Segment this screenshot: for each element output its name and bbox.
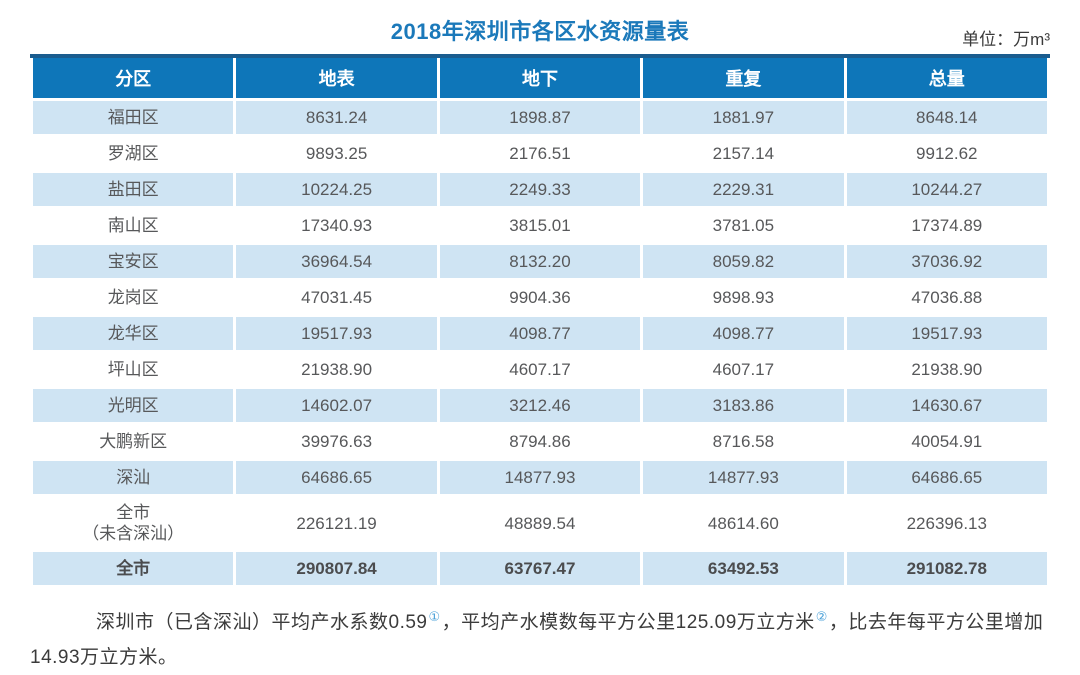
district-cell: 龙岗区 xyxy=(29,278,237,317)
district-cell: 龙华区 xyxy=(29,314,237,353)
value-cell: 9898.93 xyxy=(640,278,847,317)
value-cell: 9904.36 xyxy=(436,278,644,317)
value-cell: 17374.89 xyxy=(843,206,1051,245)
column-header-underground: 地下 xyxy=(436,54,644,101)
column-header-surface: 地表 xyxy=(233,54,440,101)
value-cell: 63492.53 xyxy=(640,549,847,588)
table-row: 深汕 64686.65 14877.93 14877.93 64686.65 xyxy=(29,458,1051,497)
district-cell: 深汕 xyxy=(29,458,237,497)
district-cell: 坪山区 xyxy=(29,350,237,389)
value-cell: 39976.63 xyxy=(233,422,440,461)
value-cell: 17340.93 xyxy=(233,206,440,245)
value-cell: 64686.65 xyxy=(843,458,1051,497)
footnote-marker-2: ② xyxy=(815,608,828,624)
footnote-part2: ，平均产水模数每平方公里125.09万立方米 xyxy=(441,612,815,633)
value-cell: 10224.25 xyxy=(233,170,440,209)
value-cell: 64686.65 xyxy=(233,458,440,497)
value-cell: 21938.90 xyxy=(233,350,440,389)
page-title: 2018年深圳市各区水资源量表 xyxy=(390,19,690,44)
table-row: 龙岗区 47031.45 9904.36 9898.93 47036.88 xyxy=(29,278,1051,317)
title-bar: 2018年深圳市各区水资源量表 单位：万m³ xyxy=(30,0,1050,54)
value-cell: 8059.82 xyxy=(640,242,847,281)
value-cell: 3212.46 xyxy=(436,386,644,425)
value-cell: 9912.62 xyxy=(843,134,1051,173)
table-row: 福田区 8631.24 1898.87 1881.97 8648.14 xyxy=(29,98,1051,137)
column-header-total: 总量 xyxy=(843,54,1051,101)
value-cell: 10244.27 xyxy=(843,170,1051,209)
table-row: 罗湖区 9893.25 2176.51 2157.14 9912.62 xyxy=(29,134,1051,173)
value-cell: 37036.92 xyxy=(843,242,1051,281)
value-cell: 14877.93 xyxy=(640,458,847,497)
footnote: 深圳市（已含深汕）平均产水系数0.59①，平均产水模数每平方公里125.09万立… xyxy=(30,605,1050,675)
value-cell: 48889.54 xyxy=(436,494,644,552)
district-cell: 宝安区 xyxy=(29,242,237,281)
value-cell: 2157.14 xyxy=(640,134,847,173)
district-cell: 南山区 xyxy=(29,206,237,245)
table-row: 宝安区 36964.54 8132.20 8059.82 37036.92 xyxy=(29,242,1051,281)
value-cell: 14602.07 xyxy=(233,386,440,425)
value-cell: 2176.51 xyxy=(436,134,644,173)
value-cell: 1881.97 xyxy=(640,98,847,137)
district-cell: 罗湖区 xyxy=(29,134,237,173)
value-cell: 290807.84 xyxy=(233,549,440,588)
value-cell: 2229.31 xyxy=(640,170,847,209)
value-cell: 48614.60 xyxy=(640,494,847,552)
table-row: 大鹏新区 39976.63 8794.86 8716.58 40054.91 xyxy=(29,422,1051,461)
unit-label: 单位：万m³ xyxy=(962,30,1050,49)
value-cell: 4607.17 xyxy=(640,350,847,389)
district-cell: 全市 （未含深汕） xyxy=(29,494,237,552)
value-cell: 3815.01 xyxy=(436,206,644,245)
table-row: 龙华区 19517.93 4098.77 4098.77 19517.93 xyxy=(29,314,1051,353)
value-cell: 47031.45 xyxy=(233,278,440,317)
value-cell: 3781.05 xyxy=(640,206,847,245)
column-header-duplicate: 重复 xyxy=(640,54,847,101)
district-cell: 全市 xyxy=(29,549,237,588)
table-row: 盐田区 10224.25 2249.33 2229.31 10244.27 xyxy=(29,170,1051,209)
district-cell: 盐田区 xyxy=(29,170,237,209)
value-cell: 3183.86 xyxy=(640,386,847,425)
footnote-part1: 深圳市（已含深汕）平均产水系数0.59 xyxy=(96,612,428,633)
table-header-row: 分区 地表 地下 重复 总量 xyxy=(29,54,1051,101)
value-cell: 63767.47 xyxy=(436,549,644,588)
value-cell: 19517.93 xyxy=(843,314,1051,353)
value-cell: 226396.13 xyxy=(843,494,1051,552)
value-cell: 4098.77 xyxy=(436,314,644,353)
table-row: 光明区 14602.07 3212.46 3183.86 14630.67 xyxy=(29,386,1051,425)
value-cell: 40054.91 xyxy=(843,422,1051,461)
table-row: 坪山区 21938.90 4607.17 4607.17 21938.90 xyxy=(29,350,1051,389)
value-cell: 8132.20 xyxy=(436,242,644,281)
table-row: 南山区 17340.93 3815.01 3781.05 17374.89 xyxy=(29,206,1051,245)
table-row-citywide-total: 全市 290807.84 63767.47 63492.53 291082.78 xyxy=(29,549,1051,588)
value-cell: 8631.24 xyxy=(233,98,440,137)
value-cell: 47036.88 xyxy=(843,278,1051,317)
district-cell: 光明区 xyxy=(29,386,237,425)
table-row-citywide-excl: 全市 （未含深汕） 226121.19 48889.54 48614.60 22… xyxy=(29,494,1051,552)
value-cell: 14630.67 xyxy=(843,386,1051,425)
value-cell: 14877.93 xyxy=(436,458,644,497)
value-cell: 4098.77 xyxy=(640,314,847,353)
value-cell: 19517.93 xyxy=(233,314,440,353)
district-cell: 福田区 xyxy=(29,98,237,137)
district-cell: 大鹏新区 xyxy=(29,422,237,461)
value-cell: 291082.78 xyxy=(843,549,1051,588)
value-cell: 8794.86 xyxy=(436,422,644,461)
value-cell: 2249.33 xyxy=(436,170,644,209)
water-resources-table: 分区 地表 地下 重复 总量 福田区 8631.24 1898.87 1881.… xyxy=(29,54,1051,588)
value-cell: 36964.54 xyxy=(233,242,440,281)
value-cell: 1898.87 xyxy=(436,98,644,137)
column-header-district: 分区 xyxy=(29,54,237,101)
value-cell: 226121.19 xyxy=(233,494,440,552)
value-cell: 8716.58 xyxy=(640,422,847,461)
value-cell: 4607.17 xyxy=(436,350,644,389)
value-cell: 21938.90 xyxy=(843,350,1051,389)
value-cell: 9893.25 xyxy=(233,134,440,173)
value-cell: 8648.14 xyxy=(843,98,1051,137)
footnote-marker-1: ① xyxy=(428,608,441,624)
